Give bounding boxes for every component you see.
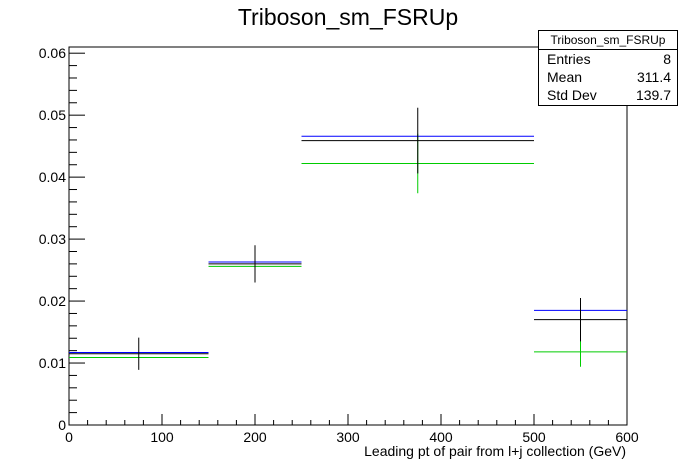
x-tick-label: 500 [522, 429, 546, 445]
y-tick-label: 0.06 [39, 45, 66, 61]
y-tick-label: 0.01 [39, 355, 66, 371]
stats-value-entries: 8 [663, 51, 671, 67]
y-tick-label: 0.05 [39, 107, 66, 123]
x-tick-label: 300 [336, 429, 360, 445]
y-tick-label: 0 [58, 417, 66, 433]
y-tick-label: 0.04 [39, 169, 66, 185]
stats-label-entries: Entries [547, 51, 591, 67]
stats-value-mean: 311.4 [637, 69, 671, 85]
stats-box: Triboson_sm_FSRUp Entries 8 Mean 311.4 S… [538, 30, 678, 106]
stats-row-mean: Mean 311.4 [539, 68, 677, 86]
x-tick-label: 200 [243, 429, 267, 445]
x-axis-label: Leading pt of pair from l+j collection (… [364, 443, 626, 459]
x-tick-label: 0 [65, 429, 73, 445]
x-tick-label: 600 [615, 429, 639, 445]
chart-title: Triboson_sm_FSRUp [237, 4, 459, 30]
stats-label-mean: Mean [547, 69, 583, 85]
stats-label-stddev: Std Dev [547, 87, 597, 103]
x-tick-label: 100 [150, 429, 174, 445]
x-tick-label: 400 [429, 429, 453, 445]
stats-value-stddev: 139.7 [635, 87, 671, 103]
stats-row-stddev: Std Dev 139.7 [539, 86, 677, 104]
y-tick-label: 0.03 [39, 231, 66, 247]
y-tick-label: 0.02 [39, 293, 66, 309]
stats-box-name: Triboson_sm_FSRUp [539, 31, 677, 50]
stats-row-entries: Entries 8 [539, 50, 677, 68]
